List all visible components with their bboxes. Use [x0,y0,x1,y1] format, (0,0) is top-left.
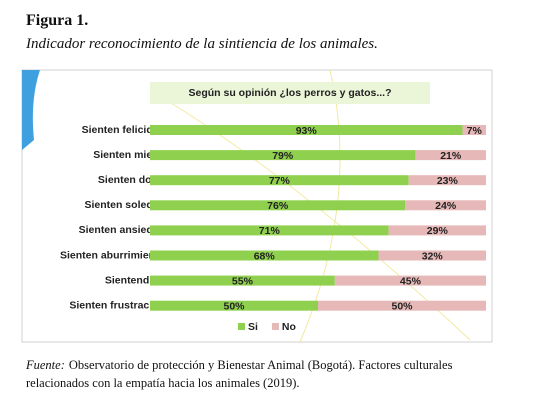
bar-segment [150,150,416,161]
bar-segment [150,200,406,211]
bar-segment [408,175,486,186]
bar-segment [150,275,335,286]
category-label: Sienten felicidad [82,124,165,136]
bar-segment [150,175,409,186]
category-label: Sienten frustración [69,299,165,311]
data-label: 71% [259,225,281,237]
bar-segment [150,125,463,135]
legend-label: Si [248,321,258,333]
data-label: 76% [267,200,289,212]
data-label: 79% [272,150,294,162]
chart: Según su opinión ¿los perros y gatos...?… [21,69,493,343]
chart-title: Según su opinión ¿los perros y gatos...? [188,87,391,99]
data-label: 24% [435,200,457,212]
data-label: 21% [440,150,462,162]
data-label: 23% [437,175,459,187]
bar-segment [378,250,486,261]
caption: Indicador reconocimiento de la sintienci… [26,36,378,52]
data-label: 50% [391,300,413,312]
data-label: 68% [254,250,276,262]
legend-swatch [238,323,245,330]
category-label: Sienten dolor [98,174,165,186]
figure-label: Figura 1. [26,12,89,29]
data-label: 32% [422,250,444,262]
bar-segment [334,275,486,286]
bar-segment [318,300,486,311]
data-label: 55% [232,275,254,287]
data-label: 50% [223,300,245,312]
data-label: 45% [400,275,422,287]
category-label: Sienten miedo [93,149,165,161]
data-label: 77% [269,175,291,187]
category-label: Sienten ansiedad [79,224,165,236]
bar-segment [150,250,379,261]
bar-segment [462,125,486,135]
data-label: 7% [467,125,483,137]
bar-segment [150,300,318,311]
bar-segment [150,225,389,236]
legend-label: No [282,321,296,333]
bar-segment [405,200,486,211]
source: Fuente: Observatorio de protección y Bien… [26,356,516,392]
bar-segment [415,150,486,161]
data-label: 93% [296,125,318,137]
category-label: Sienten aburrimiento [60,249,165,261]
source-label: Fuente: [26,358,65,372]
source-text: Observatorio de protección y Bienestar A… [26,358,453,390]
legend-swatch [271,323,279,330]
bar-segment [388,225,486,236]
decoration [22,70,40,150]
category-label: Sienten soledad [84,199,165,211]
title-box [150,82,430,104]
data-label: 29% [427,225,449,237]
decoration [149,89,471,341]
